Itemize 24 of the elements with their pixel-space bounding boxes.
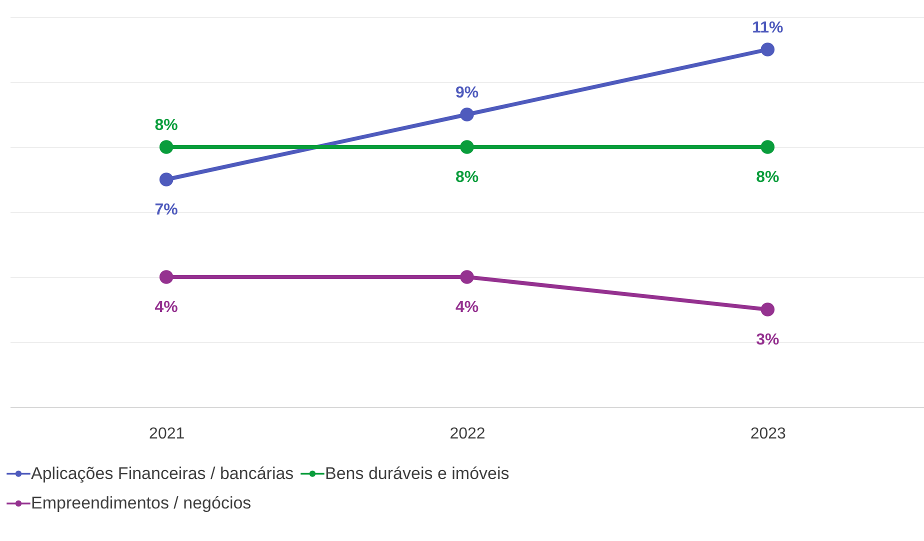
point [460, 108, 474, 122]
x-tick-label: 2022 [450, 426, 486, 442]
legend-label: Aplicações Financeiras / bancárias [31, 464, 294, 483]
point [760, 302, 775, 316]
legend-label: Bens duráveis e imóveis [325, 464, 510, 483]
data-label: 3% [756, 332, 780, 348]
point [159, 270, 174, 284]
point [760, 140, 775, 154]
legend-label: Empreendimentos / negócios [31, 494, 252, 512]
data-label: 8% [756, 169, 780, 186]
data-label: 8% [455, 169, 479, 186]
x-tick-label: 2023 [750, 426, 786, 442]
point [159, 140, 174, 154]
data-label: 11% [752, 20, 784, 36]
data-label: 9% [455, 84, 479, 102]
data-label: 4% [154, 299, 178, 316]
point [760, 42, 775, 56]
point [159, 172, 174, 186]
x-tick-label: 2021 [149, 426, 185, 442]
point [460, 270, 474, 284]
point [460, 140, 474, 154]
data-label: 4% [455, 299, 479, 316]
data-label: 8% [154, 117, 178, 134]
data-label: 7% [154, 202, 178, 218]
